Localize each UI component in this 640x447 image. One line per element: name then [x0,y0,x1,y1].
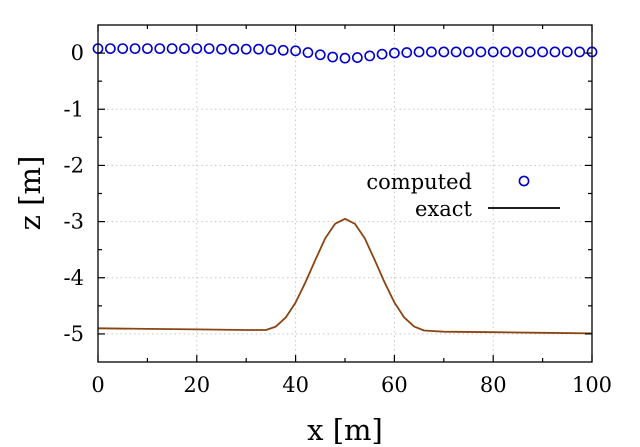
data-point-computed [104,43,116,54]
y-tick-label: -2 [64,153,84,177]
y-axis-label: z [m] [13,156,47,231]
data-point-computed [117,43,129,54]
data-point-computed [290,45,301,57]
data-point-computed [327,51,339,63]
data-point-computed [413,46,425,58]
x-tick-label: 80 [480,373,507,397]
data-point-computed [154,43,166,54]
data-point-computed [302,47,314,58]
x-tick-label: 0 [91,373,104,397]
legend: computed exact [366,170,560,221]
data-point-computed [549,46,561,58]
data-point-computed [426,46,437,58]
data-point-computed [166,43,178,54]
data-point-computed [500,46,511,58]
plot-area [92,43,598,335]
data-point-computed [364,50,376,62]
legend-label-computed: computed [366,170,472,194]
x-tick-label: 100 [572,373,612,397]
x-axis-label: x [m] [307,413,383,447]
data-point-computed [265,44,277,56]
x-tick-label: 60 [381,373,408,397]
data-point-computed [277,44,289,56]
data-point-computed [141,43,153,54]
data-point-computed [388,47,400,59]
x-tick-label: 40 [282,373,309,397]
y-tick-label: -4 [64,266,84,290]
y-tick-label: -1 [64,97,84,121]
series-line-exact [97,217,593,335]
data-point-computed [179,43,190,54]
plot-frame [97,24,593,363]
grid [98,25,592,362]
data-point-computed [524,46,536,58]
data-point-computed [438,46,450,58]
data-point-computed [475,46,487,58]
data-point-computed [351,52,363,63]
data-point-computed [537,46,548,58]
data-point-computed [339,52,351,64]
x-tick-label: 20 [183,373,210,397]
data-point-computed [450,46,462,58]
y-tick-label: -3 [64,210,84,234]
data-point-computed [240,43,252,55]
data-point-computed [253,43,264,55]
data-point-computed [574,46,586,58]
data-point-computed [401,47,413,58]
axis-ticks [97,25,593,362]
y-tick-label: 0 [71,41,84,65]
data-point-computed [463,46,474,58]
y-tick-label: -5 [64,322,84,346]
data-point-computed [228,43,240,55]
data-point-computed [314,49,326,61]
data-point-computed [129,43,141,54]
data-point-computed [376,48,388,60]
data-point-computed [191,43,203,54]
tick-labels: 0 20 40 60 80 100 0 -1 -2 -3 -4 -5 [64,41,613,397]
legend-label-exact: exact [415,197,473,221]
data-point-computed [487,46,499,58]
data-point-computed [561,46,573,58]
data-point-computed [203,43,215,54]
data-point-computed [512,46,524,58]
data-point-computed [216,43,227,55]
legend-marker-computed [518,175,530,187]
